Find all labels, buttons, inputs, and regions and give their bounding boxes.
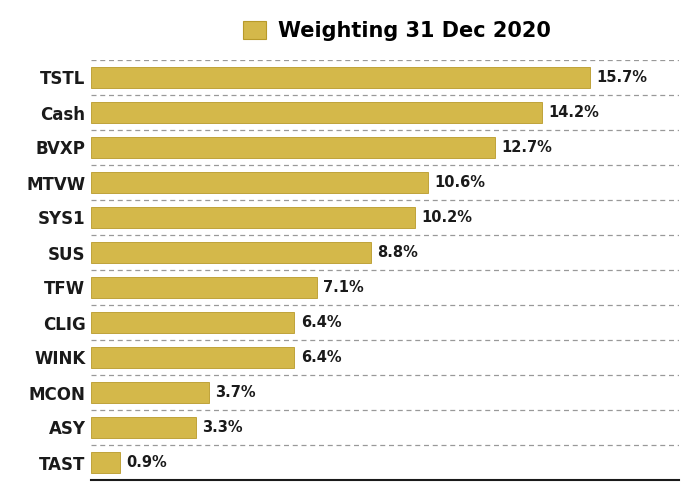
Bar <box>91 346 295 368</box>
Bar <box>91 312 295 334</box>
Bar <box>91 452 120 473</box>
Bar <box>91 172 428 194</box>
Bar <box>91 136 495 158</box>
Bar <box>91 206 415 229</box>
Bar <box>91 416 196 438</box>
Text: 0.9%: 0.9% <box>126 455 167 470</box>
Bar <box>91 66 590 88</box>
Bar <box>91 102 542 124</box>
Text: 14.2%: 14.2% <box>549 105 600 120</box>
Text: 7.1%: 7.1% <box>323 280 364 295</box>
Text: 10.2%: 10.2% <box>421 210 472 225</box>
Legend: Weighting 31 Dec 2020: Weighting 31 Dec 2020 <box>243 20 551 41</box>
Bar <box>91 276 316 298</box>
Bar <box>91 382 209 404</box>
Text: 3.3%: 3.3% <box>202 420 243 435</box>
Text: 3.7%: 3.7% <box>215 385 256 400</box>
Text: 10.6%: 10.6% <box>434 175 485 190</box>
Text: 6.4%: 6.4% <box>301 315 342 330</box>
Text: 8.8%: 8.8% <box>377 245 418 260</box>
Bar <box>91 242 371 264</box>
Text: 15.7%: 15.7% <box>596 70 648 85</box>
Text: 6.4%: 6.4% <box>301 350 342 365</box>
Text: 12.7%: 12.7% <box>501 140 552 155</box>
